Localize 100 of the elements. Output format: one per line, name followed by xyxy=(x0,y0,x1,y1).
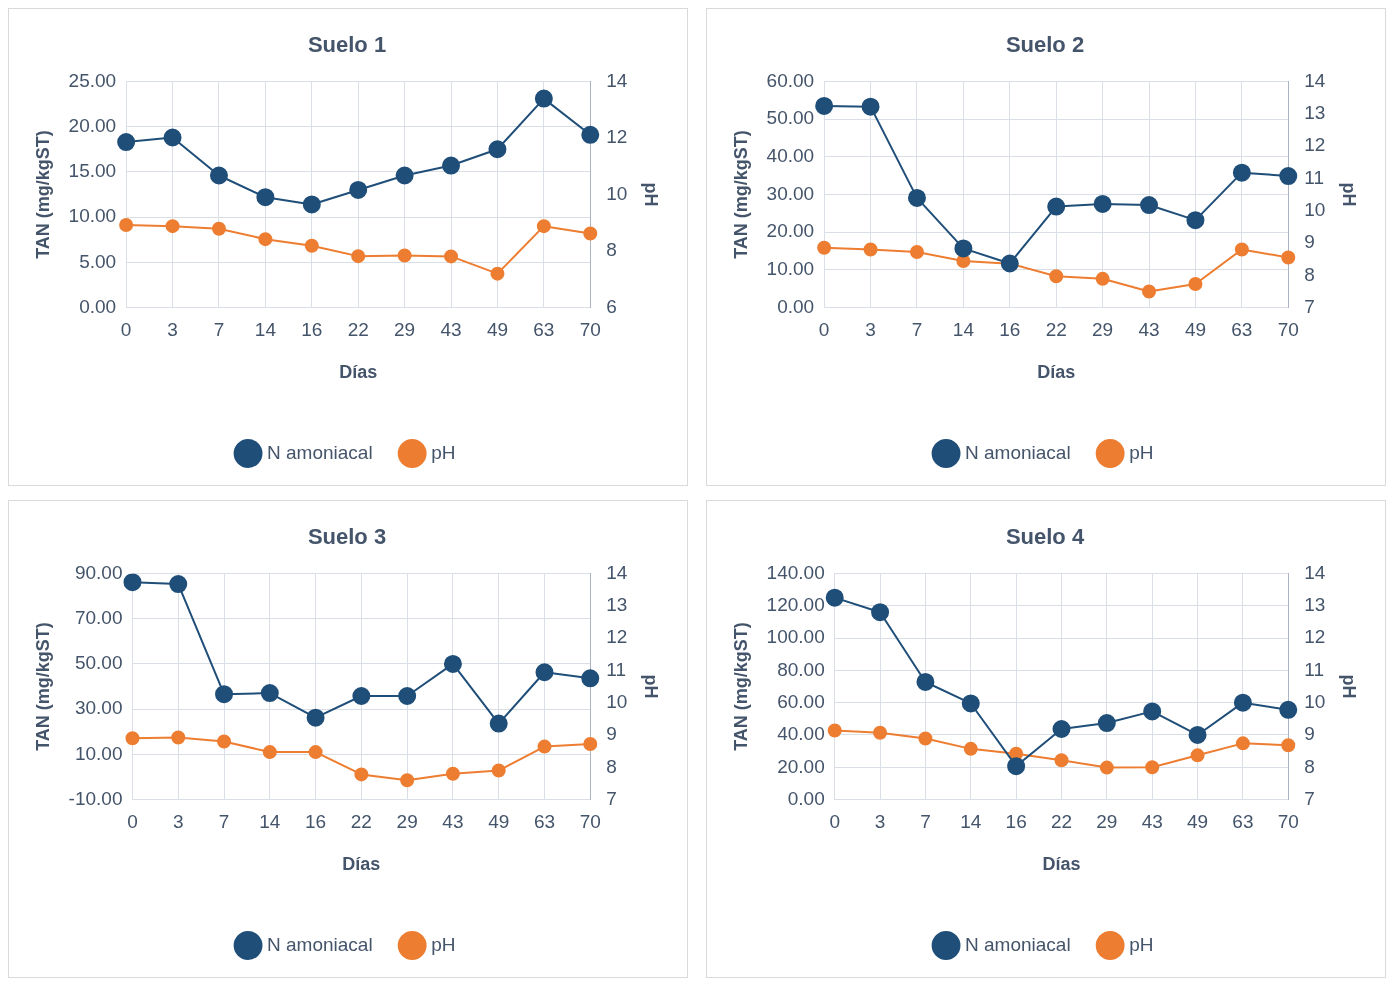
x-tick-label: 0 xyxy=(829,811,840,833)
point xyxy=(1279,167,1298,186)
x-tick-label: 63 xyxy=(1231,319,1253,341)
chart-title: Suelo 2 xyxy=(1005,32,1085,58)
x-tick-label: 7 xyxy=(213,319,225,341)
point xyxy=(825,588,844,607)
point xyxy=(1281,738,1296,753)
point xyxy=(1281,250,1296,265)
y-tick-label: 60.00 xyxy=(766,69,815,91)
y2-tick-label: 10 xyxy=(1304,690,1326,712)
x-tick-label: 16 xyxy=(301,319,323,341)
point xyxy=(491,763,506,778)
x-tick-label: 49 xyxy=(486,319,509,341)
x-tick-label: 16 xyxy=(1005,811,1027,833)
x-tick-label: 29 xyxy=(1096,811,1118,833)
point xyxy=(262,745,277,760)
x-tick-label: 0 xyxy=(127,811,138,833)
x-tick-label: 3 xyxy=(874,811,886,833)
y-tick-label: 120.00 xyxy=(766,593,825,615)
point xyxy=(211,221,226,236)
x-tick-label: 70 xyxy=(1277,319,1299,341)
y-tick-label: 0.00 xyxy=(79,295,117,317)
point xyxy=(400,773,415,788)
y2-tick-label: 8 xyxy=(606,755,617,777)
y2-tick-label: 14 xyxy=(606,561,628,583)
point xyxy=(873,725,888,740)
point xyxy=(489,714,508,733)
x-tick-label: 22 xyxy=(1050,811,1073,833)
point xyxy=(536,219,551,234)
y2-tick-label: 13 xyxy=(606,593,628,615)
y2-tick-label: 12 xyxy=(1304,626,1326,648)
point xyxy=(581,669,600,688)
y-tick-label: 140.00 xyxy=(766,561,825,583)
x-tick-label: 70 xyxy=(1277,811,1299,833)
x-tick-label: 63 xyxy=(533,811,556,833)
x-tick-label: 29 xyxy=(396,811,418,833)
y-tick-label: 20.00 xyxy=(68,114,117,136)
y2-tick-label: 13 xyxy=(1304,593,1326,615)
point xyxy=(123,573,142,592)
point xyxy=(165,219,180,234)
y2-tick-label: 11 xyxy=(1304,166,1324,188)
y2-axis-title: pH xyxy=(641,182,662,207)
point xyxy=(817,240,832,255)
point xyxy=(1235,736,1250,751)
point xyxy=(1054,753,1069,768)
x-tick-label: 3 xyxy=(865,319,876,341)
y2-tick-label: 13 xyxy=(1304,101,1326,123)
point xyxy=(258,232,273,247)
chart-title: Suelo 3 xyxy=(307,524,387,550)
point xyxy=(961,694,980,713)
x-tick-label: 14 xyxy=(952,319,975,341)
y2-tick-label: 8 xyxy=(1304,755,1315,777)
x-tick-label: 7 xyxy=(218,811,230,833)
point xyxy=(256,188,275,207)
x-axis-title: Días xyxy=(1042,854,1081,875)
point xyxy=(308,745,323,760)
y2-tick-label: 11 xyxy=(1304,658,1324,680)
y2-tick-label: 8 xyxy=(1304,263,1315,285)
legend-label: pH xyxy=(431,933,456,955)
y2-tick-label: 9 xyxy=(606,723,617,745)
point xyxy=(1233,693,1252,712)
x-tick-label: 63 xyxy=(1232,811,1254,833)
x-tick-label: 70 xyxy=(579,319,601,341)
y-axis-title: TAN (mg/kgST) xyxy=(730,622,751,751)
x-tick-label: 16 xyxy=(999,319,1021,341)
point xyxy=(209,166,228,185)
y-tick-label: 60.00 xyxy=(777,690,825,712)
y2-tick-label: 12 xyxy=(606,626,628,648)
point xyxy=(963,741,978,756)
point xyxy=(537,739,552,754)
y-axis-title: TAN (mg/kgST) xyxy=(32,622,53,751)
y-tick-label: 10.00 xyxy=(766,258,815,280)
x-axis-title: Días xyxy=(1037,362,1076,383)
x-tick-label: 3 xyxy=(172,811,184,833)
x-tick-label: 14 xyxy=(254,319,277,341)
x-tick-label: 14 xyxy=(259,811,281,833)
point xyxy=(395,166,414,185)
x-tick-label: 49 xyxy=(1186,811,1209,833)
point xyxy=(442,156,461,175)
x-axis-title: Días xyxy=(342,854,381,875)
y-tick-label: 20.00 xyxy=(766,220,815,242)
x-tick-label: 43 xyxy=(442,811,464,833)
y2-tick-label: 9 xyxy=(1304,231,1315,253)
legend-label: pH xyxy=(1129,933,1154,955)
point xyxy=(169,575,188,594)
y2-tick-label: 12 xyxy=(1304,134,1326,156)
point xyxy=(1093,194,1112,213)
point xyxy=(1145,760,1160,775)
chart-title: Suelo 4 xyxy=(1005,524,1085,550)
point xyxy=(1049,269,1064,284)
point xyxy=(1143,702,1162,721)
y-tick-label: 70.00 xyxy=(74,606,123,628)
y2-axis-title: pH xyxy=(1339,182,1360,207)
x-axis-title: Días xyxy=(339,362,378,383)
x-tick-label: 7 xyxy=(920,811,931,833)
point xyxy=(1188,277,1203,292)
point xyxy=(535,663,554,682)
legend-label: N amoniacal xyxy=(267,933,373,955)
y-tick-label: 80.00 xyxy=(777,658,825,680)
point xyxy=(306,708,325,727)
